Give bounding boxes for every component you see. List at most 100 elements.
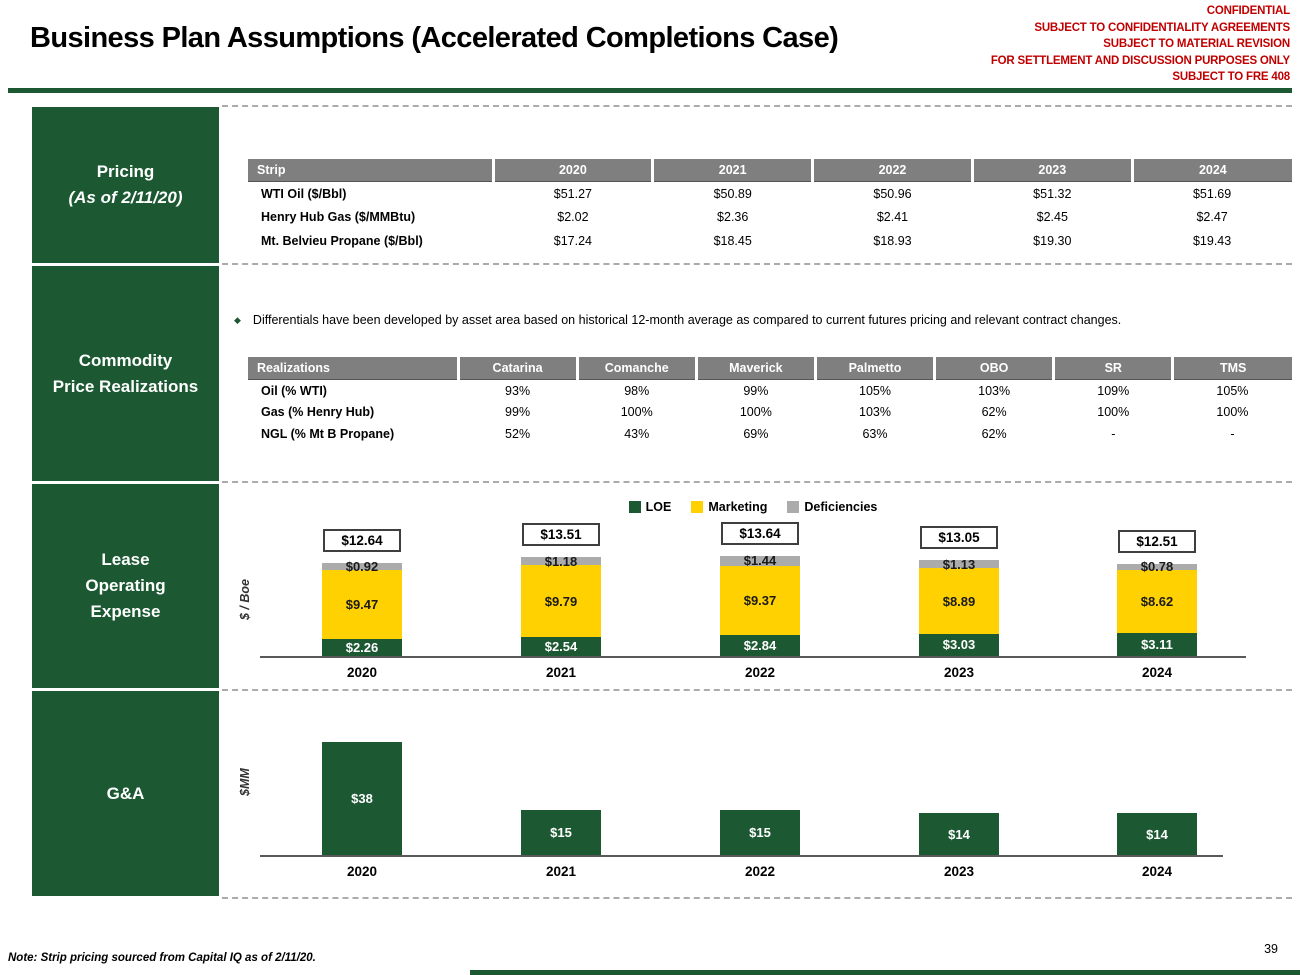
loe-bar-segment-deficiencies: $0.92 xyxy=(322,559,402,574)
differentials-bullet: ◆ Differentials have been developed by a… xyxy=(234,312,1280,329)
table-cell: 98% xyxy=(624,383,650,398)
legend-swatch-icon xyxy=(691,501,704,513)
table-cell: 63% xyxy=(862,426,888,441)
text-line: Lease xyxy=(101,550,150,569)
section-label-ga: G&A xyxy=(32,691,219,896)
loe-bar-segment-marketing: $8.62 xyxy=(1117,569,1197,634)
table-header-cell: 2023 xyxy=(970,159,1133,182)
page-title: Business Plan Assumptions (Accelerated C… xyxy=(30,22,839,54)
table-cell: 52% xyxy=(505,426,531,441)
section-label-pricing: Pricing (As of 2/11/20) xyxy=(32,107,219,263)
ga-bar: $14 xyxy=(919,813,999,855)
bar-segment-value: $1.13 xyxy=(942,556,976,572)
title-divider xyxy=(8,88,1292,93)
section-divider xyxy=(222,105,1292,107)
table-header-cell: SR xyxy=(1052,357,1173,380)
loe-bar-segment-loe: $2.26 xyxy=(322,639,402,656)
text-line: CONFIDENTIAL xyxy=(1206,5,1290,17)
strip-pricing-table: Strip 2020 2021 2022 2023 2024 WTI Oil ($/Bbl)… xyxy=(248,159,1292,253)
table-header-cell: 2020 xyxy=(491,159,653,182)
bar-segment-value: $3.03 xyxy=(942,637,976,653)
loe-bar-segment-marketing: $8.89 xyxy=(919,568,999,634)
table-header-row: Realizations Catarina Comanche Maverick Palm… xyxy=(248,357,1292,380)
section-divider xyxy=(222,897,1292,899)
legend-label: LOE xyxy=(645,500,672,514)
table-row: Oil (% WTI) 93% 98% 99% 105% 103% 109% 105% xyxy=(248,380,1292,402)
bar-value-label: $15 xyxy=(749,825,771,841)
x-axis-label: 2024 xyxy=(1141,665,1173,680)
bar-segment-value: $9.79 xyxy=(544,593,578,609)
bar-segment-value: $2.84 xyxy=(743,638,777,654)
table-header-cell: Strip xyxy=(248,159,493,182)
table-header-cell: Maverick xyxy=(694,357,816,380)
loe-bar-segment-loe: $2.84 xyxy=(720,635,800,656)
loe-chart-legend: LOE Marketing Deficiencies xyxy=(248,500,1258,514)
loe-bar-segment-marketing: $9.47 xyxy=(322,569,402,640)
table-cell: $18.45 xyxy=(713,233,752,248)
loe-bar-segment-loe: $2.54 xyxy=(521,637,601,656)
table-header-cell: OBO xyxy=(933,357,1054,380)
legend-item-deficiencies: Deficiencies xyxy=(787,500,877,514)
bar-value-label: $14 xyxy=(1146,826,1168,842)
legend-label: Deficiencies xyxy=(804,500,878,514)
table-row: Mt. Belvieu Propane ($/Bbl) $17.24 $18.45 $… xyxy=(248,229,1292,253)
table-cell: 99% xyxy=(505,405,531,420)
table-cell: $2.36 xyxy=(717,210,749,225)
legend-label: Marketing xyxy=(708,500,768,514)
ga-x-axis xyxy=(260,855,1223,857)
text-line: Price Realizations xyxy=(52,376,199,396)
differentials-bullet-text: Differentials have been developed by ass… xyxy=(252,313,1122,327)
loe-bar-segment-marketing: $9.37 xyxy=(720,566,800,636)
bar-total-label: $13.64 xyxy=(721,521,799,545)
row-label-cell: Henry Hub Gas ($/MMBtu) xyxy=(261,210,416,225)
table-cell: $50.96 xyxy=(873,186,912,201)
diamond-bullet-icon: ◆ xyxy=(234,315,241,325)
table-cell: 103% xyxy=(859,405,891,420)
section-divider xyxy=(222,263,1292,265)
row-label-cell: Gas (% Henry Hub) xyxy=(261,405,375,420)
loe-bar-segment-loe: $3.11 xyxy=(1117,633,1197,656)
table-cell: 69% xyxy=(743,426,769,441)
footnote: Note: Strip pricing sourced from Capital… xyxy=(8,952,316,964)
table-cell: 109% xyxy=(1097,383,1130,398)
bar-segment-value: $8.89 xyxy=(942,593,976,609)
ga-bar: $38 xyxy=(322,742,402,855)
text-line: Pricing xyxy=(96,162,155,181)
table-cell: - xyxy=(1230,426,1235,441)
legend-item-marketing: Marketing xyxy=(691,500,767,514)
table-cell: 62% xyxy=(981,426,1007,441)
table-cell: 100% xyxy=(1097,405,1130,420)
table-header-row: Strip 2020 2021 2022 2023 2024 xyxy=(248,159,1292,182)
loe-bar-segment-deficiencies: $1.13 xyxy=(919,557,999,572)
text-line: Commodity xyxy=(78,350,173,370)
loe-bar-segment-deficiencies: $1.18 xyxy=(521,554,601,569)
row-label-cell: WTI Oil ($/Bbl) xyxy=(261,186,347,201)
loe-bar-segment-loe: $3.03 xyxy=(919,633,999,656)
x-axis-label: 2023 xyxy=(943,665,975,680)
loe-bar-segment-deficiencies: $1.44 xyxy=(720,553,800,568)
legend-item-loe: LOE xyxy=(628,500,672,514)
table-cell: 93% xyxy=(505,383,531,398)
bar-total-label: $13.05 xyxy=(920,526,998,550)
text-line: SUBJECT TO FRE 408 xyxy=(1172,71,1290,83)
loe-x-axis xyxy=(260,656,1246,658)
x-axis-label: 2021 xyxy=(545,864,577,879)
x-axis-label: 2020 xyxy=(346,864,378,879)
legend-swatch-icon xyxy=(628,501,641,513)
data-table: Strip 2020 2021 2022 2023 2024 WTI Oil ($/Bbl)… xyxy=(248,159,1292,253)
table-header-cell: 2024 xyxy=(1130,159,1292,182)
section-label-commodity-price-realizations: Commodity Price Realizations xyxy=(32,266,219,481)
realizations-table: Realizations Catarina Comanche Maverick Palm… xyxy=(248,357,1292,445)
table-cell: $19.43 xyxy=(1192,233,1232,248)
table-row: Gas (% Henry Hub) 99% 100% 100% 103% 62% 100% 1… xyxy=(248,402,1292,424)
table-header-cell: 2021 xyxy=(651,159,813,182)
x-axis-label: 2023 xyxy=(943,864,975,879)
text-line: Operating xyxy=(85,576,166,595)
x-axis-label: 2022 xyxy=(744,665,776,680)
text-line: Expense xyxy=(90,602,161,621)
table-header-cell: Palmetto xyxy=(813,357,935,380)
table-cell: $51.69 xyxy=(1192,186,1232,201)
table-cell: 105% xyxy=(1216,383,1249,398)
table-cell: $51.32 xyxy=(1033,186,1072,201)
